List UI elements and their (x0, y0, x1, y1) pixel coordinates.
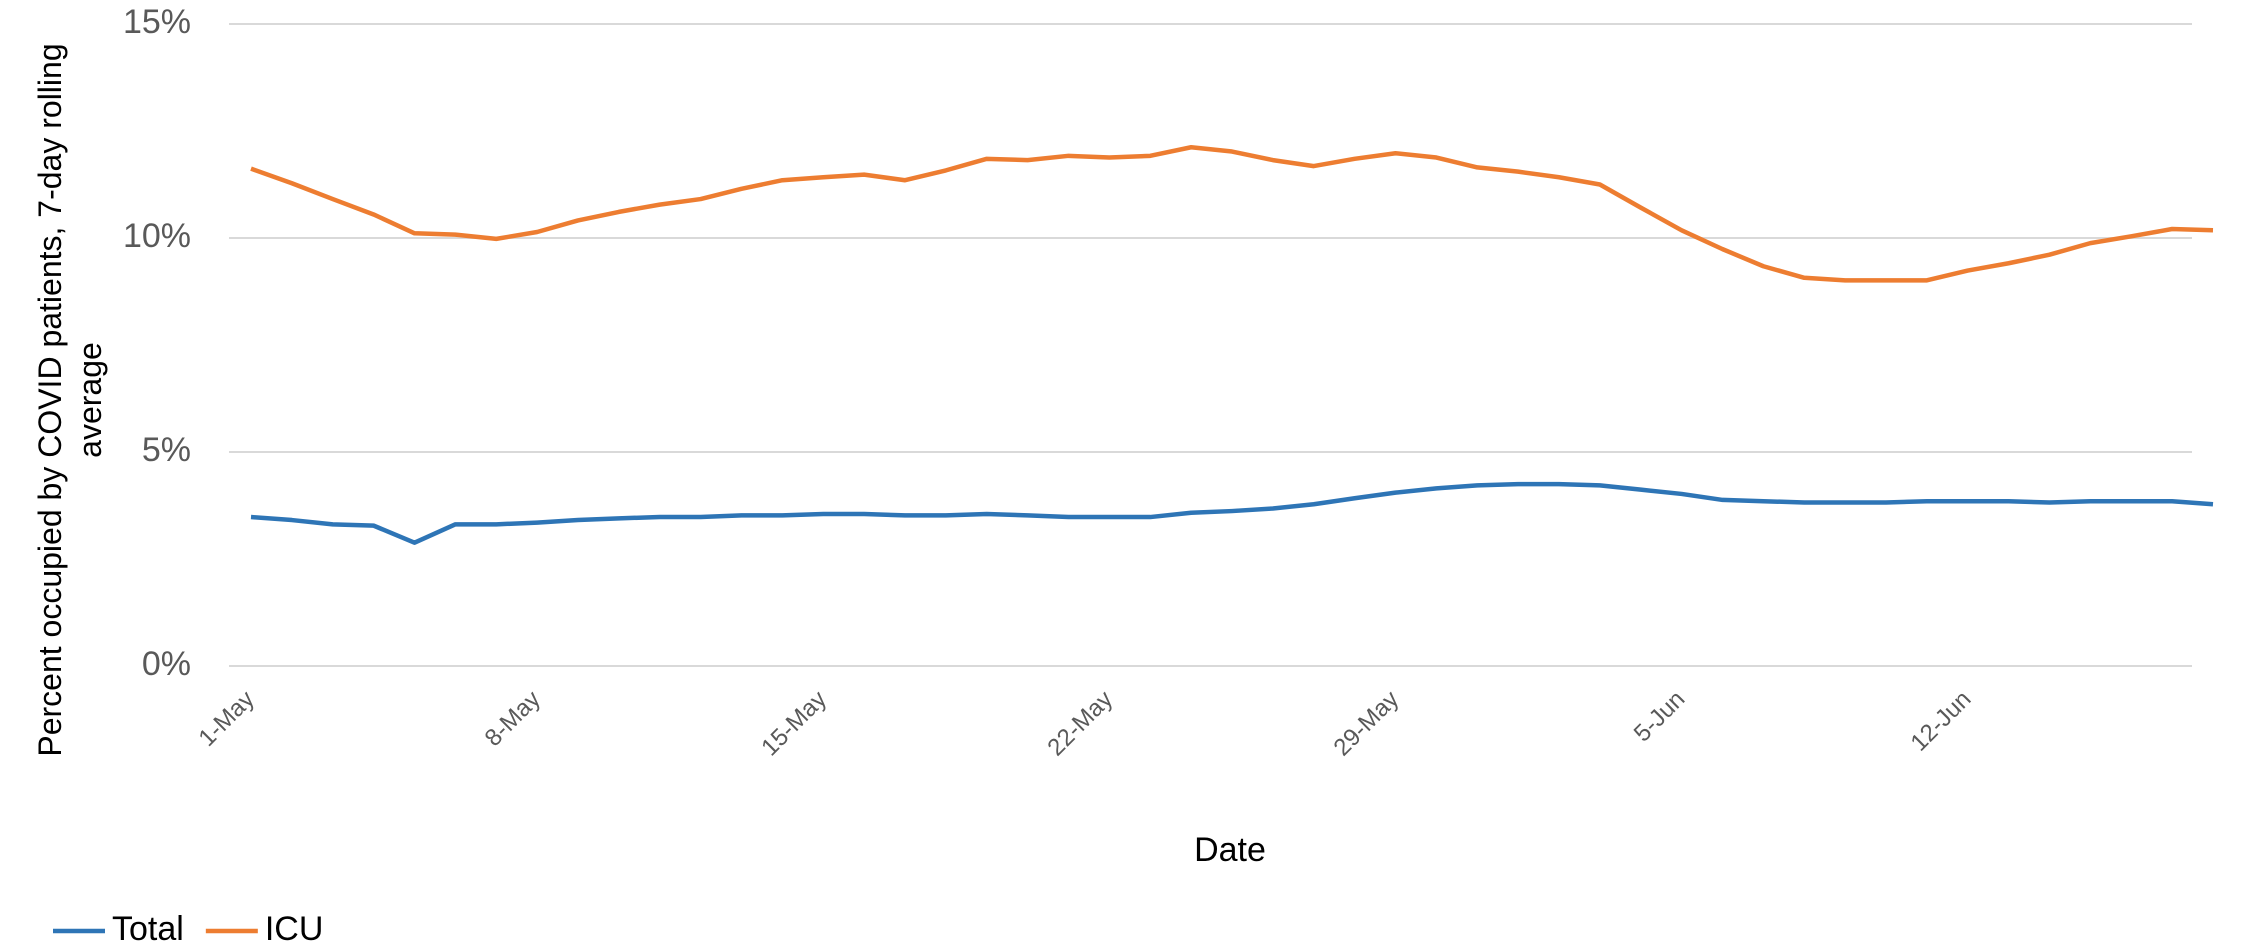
legend-label: Total (112, 910, 184, 948)
y-tick-label: 0% (142, 645, 191, 683)
y-tick-label: 10% (123, 217, 191, 255)
line-total (250, 481, 2214, 545)
y-tick-label: 5% (142, 431, 191, 469)
y-tick-label: 15% (123, 3, 191, 41)
x-tick-label: 29-May (1329, 686, 1405, 762)
x-tick-label: 1-May (193, 686, 259, 752)
line-icu (250, 145, 2214, 283)
x-tick-label: 5-Jun (1629, 686, 1691, 748)
x-tick-label: 8-May (480, 686, 546, 752)
x-tick-label: 15-May (756, 686, 832, 762)
y-axis-title: Percent occupied by COVID patients, 7-da… (32, 43, 108, 757)
x-axis-title: Date (1194, 831, 1266, 869)
legend-label: ICU (265, 910, 324, 948)
x-tick-label: 12-Jun (1905, 686, 1976, 757)
x-tick-label: 22-May (1042, 686, 1118, 762)
